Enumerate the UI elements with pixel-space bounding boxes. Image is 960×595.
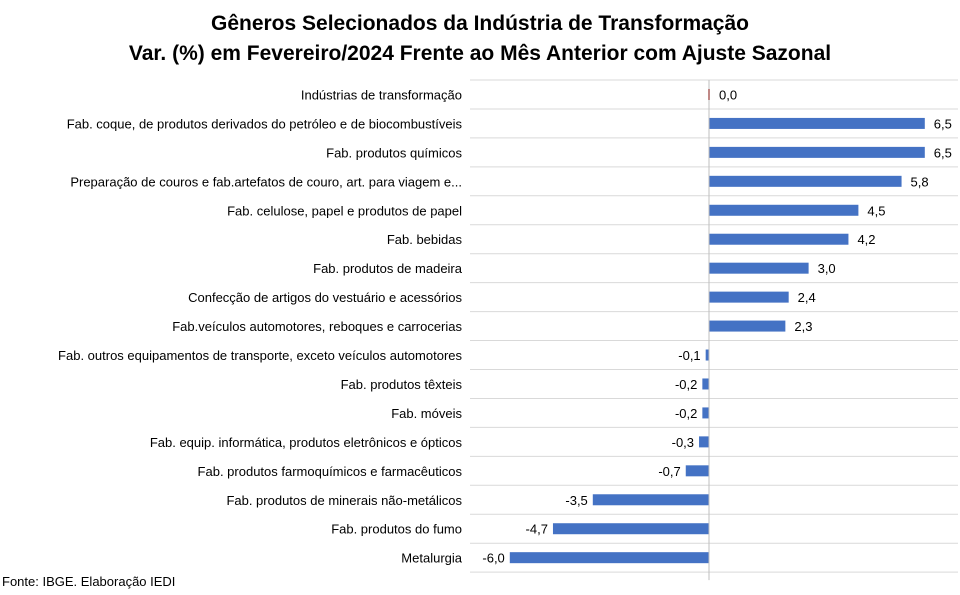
data-label: 4,5 bbox=[867, 203, 885, 218]
category-label: Metalurgia bbox=[401, 551, 462, 566]
category-label: Fab. produtos têxteis bbox=[341, 377, 463, 392]
category-label: Fab. produtos de minerais não-metálicos bbox=[226, 493, 462, 508]
category-label: Fab. produtos de madeira bbox=[313, 261, 463, 276]
category-label: Preparação de couros e fab.artefatos de … bbox=[70, 174, 462, 189]
data-label: -6,0 bbox=[482, 551, 504, 566]
bar bbox=[709, 262, 809, 274]
bar bbox=[709, 175, 902, 187]
bar bbox=[702, 407, 709, 419]
data-label: -0,2 bbox=[675, 406, 697, 421]
data-label: 4,2 bbox=[857, 232, 875, 247]
bar bbox=[705, 349, 709, 361]
bar bbox=[709, 291, 789, 303]
data-label: 6,5 bbox=[934, 116, 952, 131]
data-label: 2,3 bbox=[794, 319, 812, 334]
chart-subtitle: Var. (%) em Fevereiro/2024 Frente ao Mês… bbox=[128, 42, 832, 65]
bar bbox=[509, 552, 709, 564]
category-label: Fab. celulose, papel e produtos de papel bbox=[227, 203, 462, 218]
data-label: -0,7 bbox=[658, 464, 680, 479]
data-label: -4,7 bbox=[526, 522, 548, 537]
bar bbox=[702, 378, 709, 390]
chart-title: Gêneros Selecionados da Indústria de Tra… bbox=[210, 12, 749, 35]
data-label: 6,5 bbox=[934, 145, 952, 160]
data-label: 0,0 bbox=[719, 87, 737, 102]
category-label: Fab. produtos químicos bbox=[326, 145, 462, 160]
bar bbox=[709, 204, 859, 216]
bar bbox=[709, 320, 786, 332]
bar bbox=[699, 436, 709, 448]
bar bbox=[709, 146, 925, 158]
category-label: Fab.veículos automotores, reboques e car… bbox=[172, 319, 462, 334]
data-label: -0,1 bbox=[678, 348, 700, 363]
category-label: Indústrias de transformação bbox=[301, 87, 462, 102]
data-label: -0,3 bbox=[672, 435, 694, 450]
bar bbox=[709, 117, 925, 129]
bar bbox=[685, 465, 709, 477]
bar bbox=[552, 523, 709, 535]
source-note: Fonte: IBGE. Elaboração IEDI bbox=[2, 574, 176, 589]
data-label: -0,2 bbox=[675, 377, 697, 392]
category-label: Fab. equip. informática, produtos eletrô… bbox=[150, 435, 463, 450]
data-label: 3,0 bbox=[818, 261, 836, 276]
bar bbox=[709, 233, 849, 245]
category-label: Fab. produtos farmoquímicos e farmacêuti… bbox=[198, 464, 463, 479]
data-label: -3,5 bbox=[565, 493, 587, 508]
data-label: 5,8 bbox=[911, 174, 929, 189]
category-label: Confecção de artigos do vestuário e aces… bbox=[188, 290, 462, 305]
category-label: Fab. produtos do fumo bbox=[331, 522, 462, 537]
bar bbox=[592, 494, 709, 506]
category-label: Fab. bebidas bbox=[387, 232, 463, 247]
data-label: 2,4 bbox=[798, 290, 816, 305]
category-label: Fab. móveis bbox=[391, 406, 462, 421]
category-label: Fab. coque, de produtos derivados do pet… bbox=[67, 116, 463, 131]
category-label: Fab. outros equipamentos de transporte, … bbox=[58, 348, 462, 363]
